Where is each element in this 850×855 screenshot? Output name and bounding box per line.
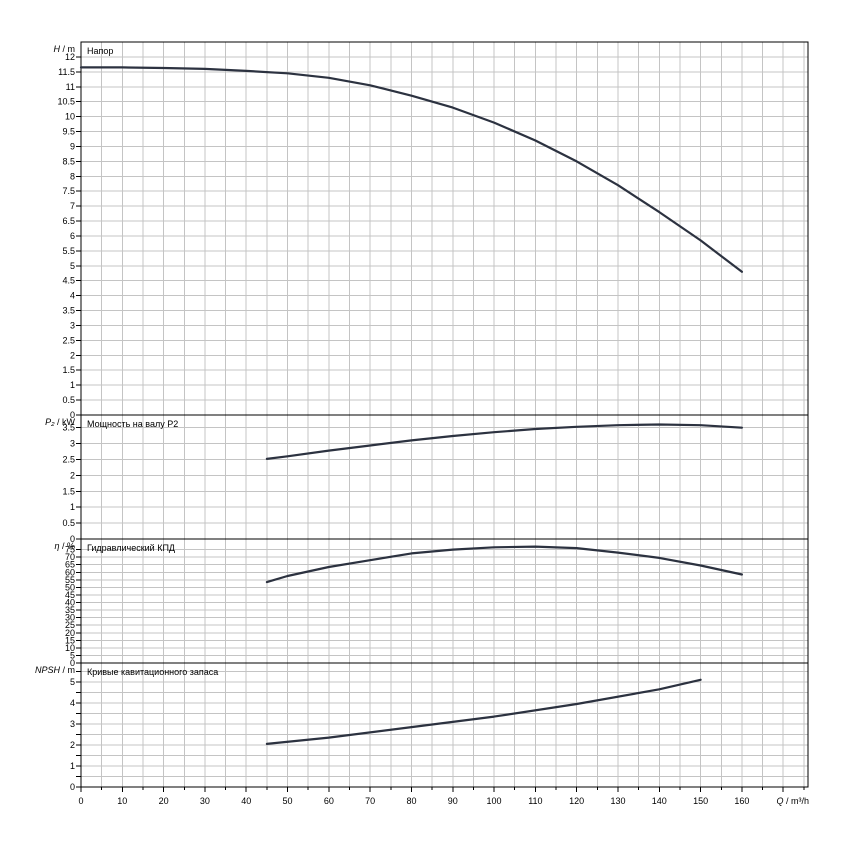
y-tick-label: 55 xyxy=(65,575,75,585)
y-axis-label: NPSH / m xyxy=(35,665,75,675)
y-tick-label: 0 xyxy=(70,782,75,792)
x-tick-label: 100 xyxy=(487,796,502,806)
y-tick-label: 4 xyxy=(70,698,75,708)
y-tick-label: 60 xyxy=(65,567,75,577)
panel-frame xyxy=(80,41,809,416)
y-tick-label: 11.5 xyxy=(58,67,75,77)
panel-title: Мощность на валу P2 xyxy=(87,419,178,429)
text-layer: 00.511.522.533.544.555.566.577.588.599.5… xyxy=(35,44,809,806)
panel-title: Напор xyxy=(87,46,113,56)
x-tick-label: 80 xyxy=(406,796,416,806)
panel-title: Кривые кавитационного запаса xyxy=(87,667,218,677)
y-tick-label: 1 xyxy=(70,502,75,512)
y-tick-label: 2.5 xyxy=(62,335,75,345)
x-tick-label: 40 xyxy=(241,796,251,806)
y-tick-label: 30 xyxy=(65,613,75,623)
x-tick-label: 70 xyxy=(365,796,375,806)
y-axis-label: η / % xyxy=(54,541,75,551)
y-tick-label: 9.5 xyxy=(62,127,75,137)
curve-layer xyxy=(79,66,743,745)
y-tick-label: 7.5 xyxy=(62,186,75,196)
efficiency-curve xyxy=(265,545,743,584)
y-tick-label: 1 xyxy=(70,761,75,771)
y-tick-label: 9 xyxy=(70,141,75,151)
y-tick-label: 35 xyxy=(65,605,75,615)
y-tick-label: 0.5 xyxy=(62,395,75,405)
y-tick-label: 10 xyxy=(65,643,75,653)
panel-frame xyxy=(80,662,809,788)
x-tick-label: 0 xyxy=(78,796,83,806)
y-tick-label: 3.5 xyxy=(62,306,75,316)
x-tick-label: 50 xyxy=(283,796,293,806)
panel-title: Гидравлический КПД xyxy=(87,543,175,553)
x-tick-label: 30 xyxy=(200,796,210,806)
y-tick-label: 3 xyxy=(70,439,75,449)
y-tick-label: 5.5 xyxy=(62,246,75,256)
panel-frame xyxy=(80,414,809,540)
y-tick-label: 75 xyxy=(65,545,75,555)
y-axis-label: H / m xyxy=(54,44,76,54)
y-tick-label: 15 xyxy=(65,635,75,645)
y-tick-label: 6 xyxy=(70,231,75,241)
y-tick-label: 65 xyxy=(65,560,75,570)
y-tick-label: 10.5 xyxy=(57,97,75,107)
y-tick-label: 3 xyxy=(70,320,75,330)
y-tick-label: 2.5 xyxy=(62,455,75,465)
y-tick-label: 1.5 xyxy=(62,486,75,496)
y-tick-label: 45 xyxy=(65,590,75,600)
y-tick-label: 1 xyxy=(70,380,75,390)
y-tick-label: 0 xyxy=(70,658,75,668)
y-tick-label: 11 xyxy=(66,82,75,92)
y-tick-label: 10 xyxy=(65,112,75,122)
y-tick-label: 5 xyxy=(70,261,75,271)
y-tick-label: 12 xyxy=(65,52,75,62)
y-tick-label: 2 xyxy=(70,740,75,750)
frame-layer xyxy=(76,41,809,792)
y-tick-label: 0 xyxy=(70,534,75,544)
x-tick-label: 90 xyxy=(448,796,458,806)
y-tick-label: 50 xyxy=(65,582,75,592)
y-tick-label: 8 xyxy=(70,171,75,181)
x-tick-label: 110 xyxy=(528,796,542,806)
y-tick-label: 6.5 xyxy=(62,216,75,226)
y-tick-label: 0 xyxy=(70,410,75,420)
y-tick-label: 7 xyxy=(70,201,75,211)
y-tick-label: 25 xyxy=(65,620,75,630)
x-tick-label: 140 xyxy=(652,796,667,806)
y-tick-label: 70 xyxy=(65,552,75,562)
y-tick-label: 1.5 xyxy=(62,365,75,375)
x-tick-label: 160 xyxy=(734,796,749,806)
y-tick-label: 2 xyxy=(70,470,75,480)
y-tick-label: 20 xyxy=(65,628,75,638)
y-tick-label: 8.5 xyxy=(62,156,75,166)
y-tick-label: 4.5 xyxy=(62,276,75,286)
y-axis-label: P₂ / kW xyxy=(45,417,75,427)
y-tick-label: 3 xyxy=(70,719,75,729)
y-tick-label: 5 xyxy=(70,650,75,660)
x-tick-label: 150 xyxy=(693,796,708,806)
y-tick-label: 4 xyxy=(70,291,75,301)
y-tick-label: 3.5 xyxy=(62,423,75,433)
x-tick-label: 10 xyxy=(117,796,127,806)
x-tick-label: 120 xyxy=(569,796,584,806)
y-tick-label: 2 xyxy=(70,350,75,360)
x-tick-label: 20 xyxy=(159,796,169,806)
head-curve xyxy=(79,66,743,273)
y-tick-label: 0.5 xyxy=(62,518,75,528)
npsh-curve xyxy=(265,678,702,745)
x-tick-label: 60 xyxy=(324,796,334,806)
x-tick-label: 130 xyxy=(610,796,625,806)
x-axis-label: Q / m³/h xyxy=(776,796,809,806)
y-tick-label: 40 xyxy=(65,598,75,608)
power-curve xyxy=(265,423,743,460)
y-tick-label: 5 xyxy=(70,677,75,687)
